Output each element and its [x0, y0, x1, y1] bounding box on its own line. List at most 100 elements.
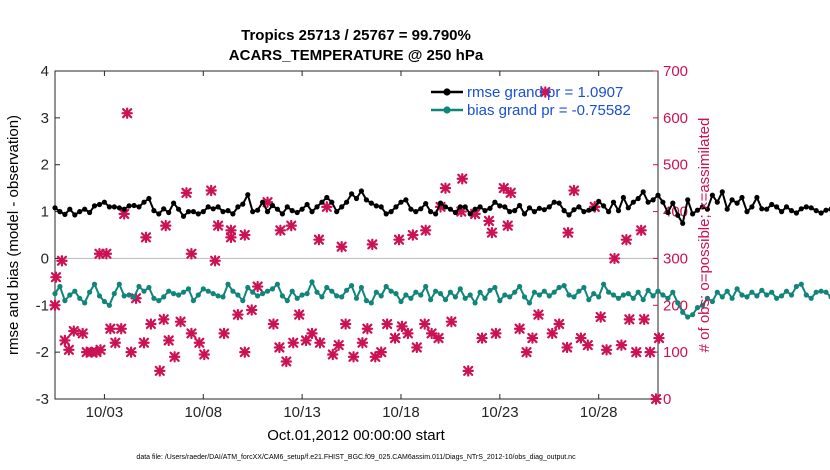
obs-assimilated-marker	[251, 280, 264, 293]
rmse-point	[551, 199, 557, 205]
rmse-point	[620, 194, 627, 201]
obs-assimilated-marker	[68, 325, 80, 337]
obs-cross-marker	[335, 241, 348, 253]
rmse-point	[610, 199, 617, 205]
rmse-point	[660, 199, 666, 205]
rmse-point	[467, 211, 473, 217]
obs-assimilated-marker	[104, 323, 117, 335]
obs-assimilated-marker	[600, 344, 613, 356]
rmse-point	[625, 205, 631, 211]
obs-assimilated-marker	[456, 173, 468, 185]
x-tick-label: 10/03	[86, 404, 124, 421]
obs-assimilated-marker	[154, 365, 166, 377]
rmse-point	[121, 206, 127, 212]
rmse-point	[714, 199, 720, 205]
rmse-point	[111, 204, 117, 210]
rmse-point	[704, 206, 711, 212]
bias-point	[52, 291, 58, 297]
rmse-point	[378, 204, 384, 210]
rmse-point	[675, 212, 681, 218]
rmse-point	[101, 199, 107, 205]
rmse-point	[289, 208, 295, 214]
bias-point	[457, 286, 463, 292]
obs-assimilated-marker	[445, 315, 458, 328]
bias-point	[734, 286, 740, 292]
obs-assimilated-marker	[389, 332, 401, 344]
obs-cross-marker	[140, 231, 152, 244]
x-tick-label: 10/18	[382, 404, 420, 421]
bias-point	[694, 305, 701, 311]
y-tick-label: 3	[41, 110, 49, 127]
rmse-point	[180, 213, 187, 219]
obs-assimilated-marker	[505, 187, 517, 199]
rmse-point	[185, 209, 192, 215]
obs-cross-marker	[419, 224, 432, 237]
y-tick-label: -2	[36, 344, 49, 361]
bias-point	[423, 283, 429, 290]
rmse-point	[230, 211, 236, 217]
bias-point	[788, 292, 795, 298]
rmse-point	[521, 211, 528, 217]
x-tick-label: 10/08	[185, 404, 223, 421]
bias-point	[714, 289, 720, 295]
rmse-point	[690, 211, 696, 217]
rmse-point	[472, 206, 478, 212]
rmse-point	[630, 199, 636, 205]
x-axis-label: Oct.01,2012 00:00:00 start	[267, 427, 445, 444]
bias-point	[195, 292, 201, 298]
rmse-point	[363, 197, 369, 203]
bias-point	[101, 298, 107, 305]
bias-point	[77, 295, 83, 301]
obs-assimilated-marker	[198, 348, 210, 361]
chart-title-line2: ACARS_TEMPERATURE @ 250 hPa	[229, 47, 484, 64]
bias-point	[808, 295, 814, 301]
obs-assimilated-marker	[623, 313, 636, 326]
rmse-point	[517, 202, 523, 209]
bias-point	[764, 292, 770, 298]
obs-assimilated-marker	[347, 351, 360, 363]
obs-assimilated-marker	[59, 334, 71, 347]
bias-point	[690, 312, 696, 318]
rmse-point	[116, 205, 122, 211]
rmse-point	[734, 200, 740, 206]
bias-point	[512, 289, 518, 295]
rmse-point	[324, 194, 330, 201]
bias-point	[349, 283, 355, 289]
bias-point	[467, 292, 473, 298]
rmse-point	[91, 203, 98, 209]
obs-cross-marker	[209, 255, 221, 267]
obs-assimilated-marker	[115, 323, 127, 335]
rmse-point	[358, 188, 364, 194]
bias-point	[284, 298, 290, 304]
rmse-point	[477, 204, 483, 210]
rmse-point	[171, 200, 177, 206]
bias-point	[630, 295, 636, 301]
bias-point	[413, 289, 419, 295]
obs-assimilated-marker	[239, 346, 251, 358]
bias-point	[136, 283, 142, 290]
rmse-point	[393, 204, 399, 210]
rmse-point	[645, 199, 651, 205]
bias-point	[442, 297, 449, 303]
obs-cross-marker	[313, 233, 325, 246]
bias-point	[482, 295, 488, 301]
bias-point	[556, 284, 562, 291]
obs-assimilated-marker	[49, 299, 61, 311]
rmse-point	[724, 206, 730, 212]
bias-point	[245, 284, 251, 291]
y-tick-label: 1	[41, 204, 49, 221]
bias-point	[408, 295, 414, 301]
bias-point	[269, 286, 276, 292]
chart-title-line1: Tropics 25713 / 25767 = 99.790%	[241, 27, 471, 44]
obs-assimilated-marker	[109, 337, 122, 349]
bias-point	[279, 293, 285, 299]
bias-point	[793, 283, 800, 290]
plot-area	[54, 70, 659, 400]
rmse-point	[546, 204, 552, 210]
bias-point	[823, 289, 829, 295]
rmse-point	[536, 205, 543, 211]
bias-point	[665, 295, 671, 301]
bias-point	[704, 295, 711, 301]
obs-assimilated-marker	[402, 327, 414, 340]
rmse-point	[96, 201, 103, 208]
